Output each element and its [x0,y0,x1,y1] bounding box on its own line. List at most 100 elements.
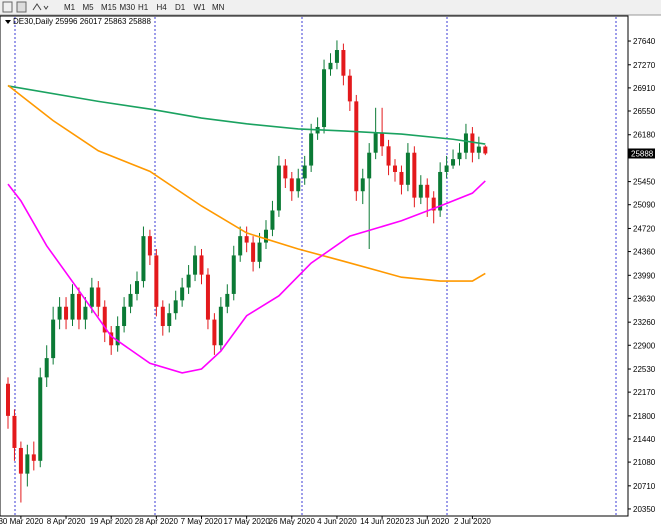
chart-title: DE30,Daily 25996 26017 25863 25888 [13,17,151,26]
candle-body [122,306,127,327]
candle-body [463,133,468,153]
y-tick-label: 22170 [633,388,656,397]
candle-body [109,332,114,346]
candle-body [244,236,249,243]
candle-body [180,287,185,301]
candle-body [483,146,488,154]
toolbar-icon[interactable] [2,1,13,13]
candle-body [96,287,101,307]
price-label-box [628,148,655,159]
candle-body [431,197,436,211]
moving-average [7,84,486,282]
toolbar [0,0,661,15]
y-tick-label: 25450 [633,178,656,187]
candle-body [141,236,146,282]
candle-body [322,69,327,128]
y-tick-label: 22900 [633,341,656,350]
candle-body [147,236,152,256]
candle-body [412,152,417,198]
symbol-marker [5,20,11,24]
candle-body [167,313,172,327]
candle-body [276,165,281,211]
candle-body [444,165,449,172]
timeframe-button[interactable]: M5 [83,3,95,12]
x-tick-label: 8 Apr 2020 [47,517,86,525]
y-tick-label: 27270 [633,61,656,70]
timeframe-bar: M1 M5 M15 M30 H1 H4 D1 W1 MN [64,3,225,12]
candle-body [6,383,10,416]
candle-body [64,306,69,320]
candle-body [83,306,88,320]
y-tick-label: 22530 [633,365,656,374]
timeframe-button[interactable]: H1 [138,3,149,12]
candle-body [238,236,243,256]
candle-body [57,306,62,320]
candle-body [257,242,262,262]
x-tick-label: 17 May 2020 [224,517,271,525]
candle-body [360,178,365,192]
timeframe-button[interactable]: W1 [194,3,207,12]
toolbar-icon[interactable] [16,1,27,13]
x-tick-label: 4 Jun 2020 [317,517,357,525]
y-tick-label: 24720 [633,224,656,233]
price-label: 25888 [631,149,654,158]
candle-body [354,101,359,192]
y-tick-label: 21800 [633,412,656,421]
candle-body [70,293,75,320]
timeframe-button[interactable]: M1 [64,3,76,12]
candle-body [38,377,43,461]
x-tick-label: 19 Apr 2020 [90,517,134,525]
candle-body [476,146,481,153]
candle-body [393,165,397,172]
candle-body [438,171,443,211]
x-tick-label: 7 May 2020 [181,517,223,525]
candle-body [76,293,81,320]
candle-body [367,152,372,179]
y-tick-label: 23630 [633,294,656,303]
candle-body [289,178,294,192]
candle-body [31,454,36,461]
candle-body [373,133,378,153]
y-tick-label: 25090 [633,201,656,210]
timeframe-button[interactable]: MN [212,3,225,12]
candle-body [212,319,217,346]
y-tick-label: 23990 [633,271,656,280]
candle-body [399,171,404,185]
y-tick-label: 21080 [633,458,656,467]
candle-body [386,146,391,166]
y-tick-label: 20350 [633,505,656,514]
timeframe-button[interactable]: M15 [101,3,117,12]
candle-body [470,133,475,153]
y-tick-label: 26180 [633,131,656,140]
candle-body [205,274,210,320]
candle-body [218,306,223,346]
candle-body [231,255,236,294]
timeframe-button[interactable]: H4 [157,3,168,12]
x-tick-label: 2 Jul 2020 [454,517,491,525]
candle-body [135,281,139,294]
candle-body [405,152,410,185]
candle-body [154,255,159,307]
candle-body [193,255,198,275]
timeframe-button[interactable]: D1 [175,3,186,12]
toolbar-icon[interactable] [32,3,49,11]
candle-body [283,165,288,179]
candle-body [341,50,346,76]
candle-body [380,133,385,147]
candle-body [328,62,333,70]
candle-body [12,415,17,448]
plot: 27640 27270 26910 26550 26180 25450 25090 24720… [0,37,656,526]
timeframe-button[interactable]: M30 [120,3,136,12]
y-tick-label: 24360 [633,248,656,257]
candle-body [44,358,49,378]
x-tick-label: 23 Jun 2020 [405,517,450,525]
candle-body [251,242,256,262]
y-tick-label: 20710 [633,482,656,491]
candle-body [347,75,352,102]
candle-body [296,178,301,192]
x-tick-label: 14 Jun 2020 [360,517,405,525]
candle-body [451,159,456,166]
candle-body [160,306,165,327]
moving-average [7,85,486,145]
